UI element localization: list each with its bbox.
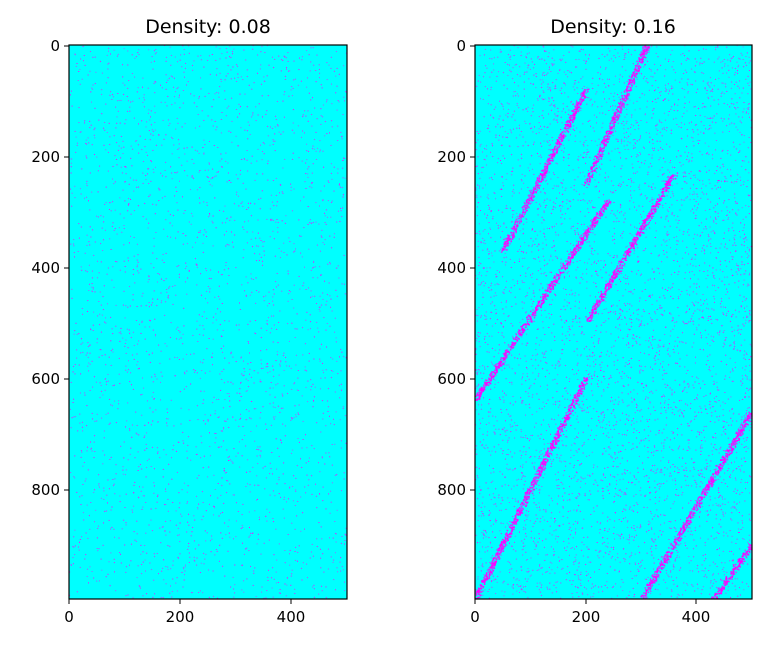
panel-left-ytick-label: 200 [31,148,60,166]
panel-left: Density: 0.08 0 200 400 0 200 400 600 80… [31,16,348,626]
panel-right-heatmap [475,45,753,600]
panel-left-frame [68,44,348,600]
panel-right-ytick-label: 0 [456,37,466,55]
panel-left-xtick-label: 400 [277,608,306,626]
panel-left-heatmap [69,45,347,599]
panel-right-frame [474,44,753,600]
panel-right-xtick-label: 200 [572,608,601,626]
panel-right-ytick-label: 800 [437,481,466,499]
panel-right-xtick-label: 0 [470,608,480,626]
panel-left-xtick-label: 200 [166,608,195,626]
panel-left-xtick-label: 0 [64,608,74,626]
panel-right-ytick-label: 600 [437,370,466,388]
panel-right-ytick-label: 400 [437,259,466,277]
panel-right: Density: 0.16 0 200 400 0 200 400 600 80… [437,16,753,626]
panel-left-ytick-label: 400 [31,259,60,277]
panel-right-xtick-label: 400 [682,608,711,626]
panel-left-ytick-label: 0 [50,37,60,55]
panel-right-title: Density: 0.16 [550,16,676,38]
panel-right-ytick-label: 200 [437,148,466,166]
panel-left-ytick-label: 600 [31,370,60,388]
panel-left-ytick-label: 800 [31,481,60,499]
panel-left-background [69,45,347,599]
panel-left-title: Density: 0.08 [145,16,271,38]
